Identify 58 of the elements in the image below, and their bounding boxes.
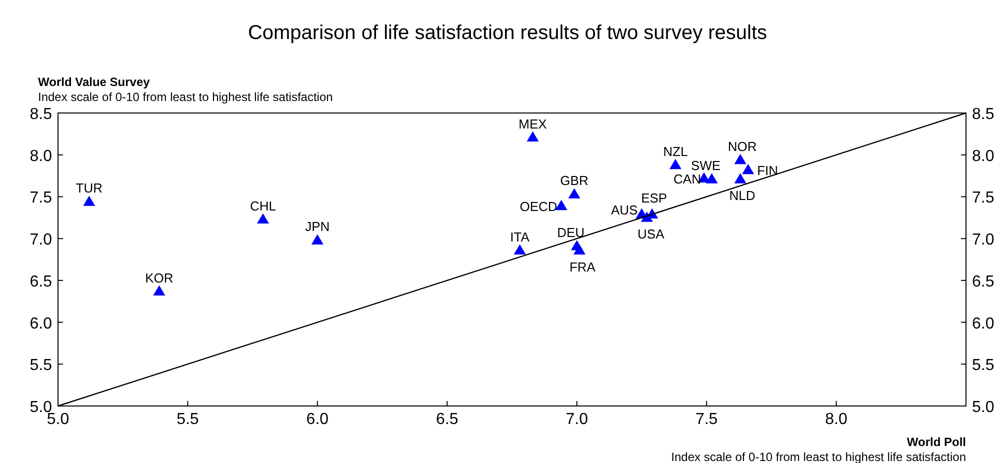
y-tick-label: 8.0 <box>30 148 52 165</box>
y-tick-label: 6.0 <box>30 315 52 332</box>
point <box>526 131 539 142</box>
y-tick-label: 5.5 <box>30 357 52 374</box>
annotation: AUS <box>610 202 638 218</box>
annotation: MEX <box>518 116 548 132</box>
point <box>514 244 526 254</box>
annotation: TUR <box>76 180 102 196</box>
y2-tick-label: 7.0 <box>972 232 994 249</box>
annotation: GBR <box>560 173 588 188</box>
annotation: FIN <box>757 162 778 178</box>
annotation: ITA <box>510 229 530 244</box>
chart-title: Comparison of life satisfaction results of two survey results <box>248 22 768 44</box>
annotation: NLD <box>729 188 756 204</box>
annotation: KOR <box>145 270 174 286</box>
x-axis-title: World Poll <box>906 435 966 449</box>
y2-tick-label: 8.5 <box>972 106 994 123</box>
y-axis-title: World Value Survey <box>38 75 150 89</box>
annotation: USA <box>638 226 665 242</box>
x-tick-label: 7.0 <box>566 411 588 428</box>
point <box>669 158 682 170</box>
point <box>83 196 96 206</box>
point <box>153 285 166 296</box>
y2-tick-label: 7.5 <box>972 190 994 207</box>
point <box>742 164 754 174</box>
point <box>311 234 324 244</box>
annotation: DEU <box>557 225 585 240</box>
y-tick-label: 7.0 <box>30 232 52 249</box>
point <box>568 188 580 198</box>
point <box>573 244 586 254</box>
annotation: CAN <box>674 171 701 186</box>
y-tick-label: 6.5 <box>30 273 52 290</box>
point <box>734 173 746 184</box>
y2-tick-label: 8.0 <box>972 148 994 165</box>
x-tick-label: 8.0 <box>825 411 848 428</box>
point <box>734 154 746 164</box>
point <box>706 173 718 184</box>
y2-tick-label: 5.0 <box>972 399 994 416</box>
x-tick-label: 7.5 <box>695 411 718 428</box>
x-tick-label: 5.5 <box>176 411 199 428</box>
y2-tick-label: 6.5 <box>972 273 994 290</box>
annotation: FRA <box>569 259 596 274</box>
annotation: ESP <box>641 190 668 206</box>
y-tick-label: 8.5 <box>30 106 52 123</box>
point <box>256 213 269 224</box>
annotation: CHL <box>250 198 276 214</box>
text: Index scale of 0-10 from least to highest life satisfaction <box>38 90 333 104</box>
annotation: NZL <box>663 144 688 159</box>
annotation: JPN <box>305 219 330 234</box>
annotation: SWE <box>690 158 721 174</box>
annotation: OECD <box>520 198 558 214</box>
y-tick-label: 7.5 <box>30 190 52 207</box>
x-tick-label: 5.0 <box>46 411 70 428</box>
x-tick-label: 6.0 <box>306 411 329 428</box>
y2-tick-label: 6.0 <box>972 315 994 332</box>
x-tick-label: 6.5 <box>436 411 458 428</box>
annotation: NOR <box>728 138 757 154</box>
y2-tick-label: 5.5 <box>972 357 994 374</box>
